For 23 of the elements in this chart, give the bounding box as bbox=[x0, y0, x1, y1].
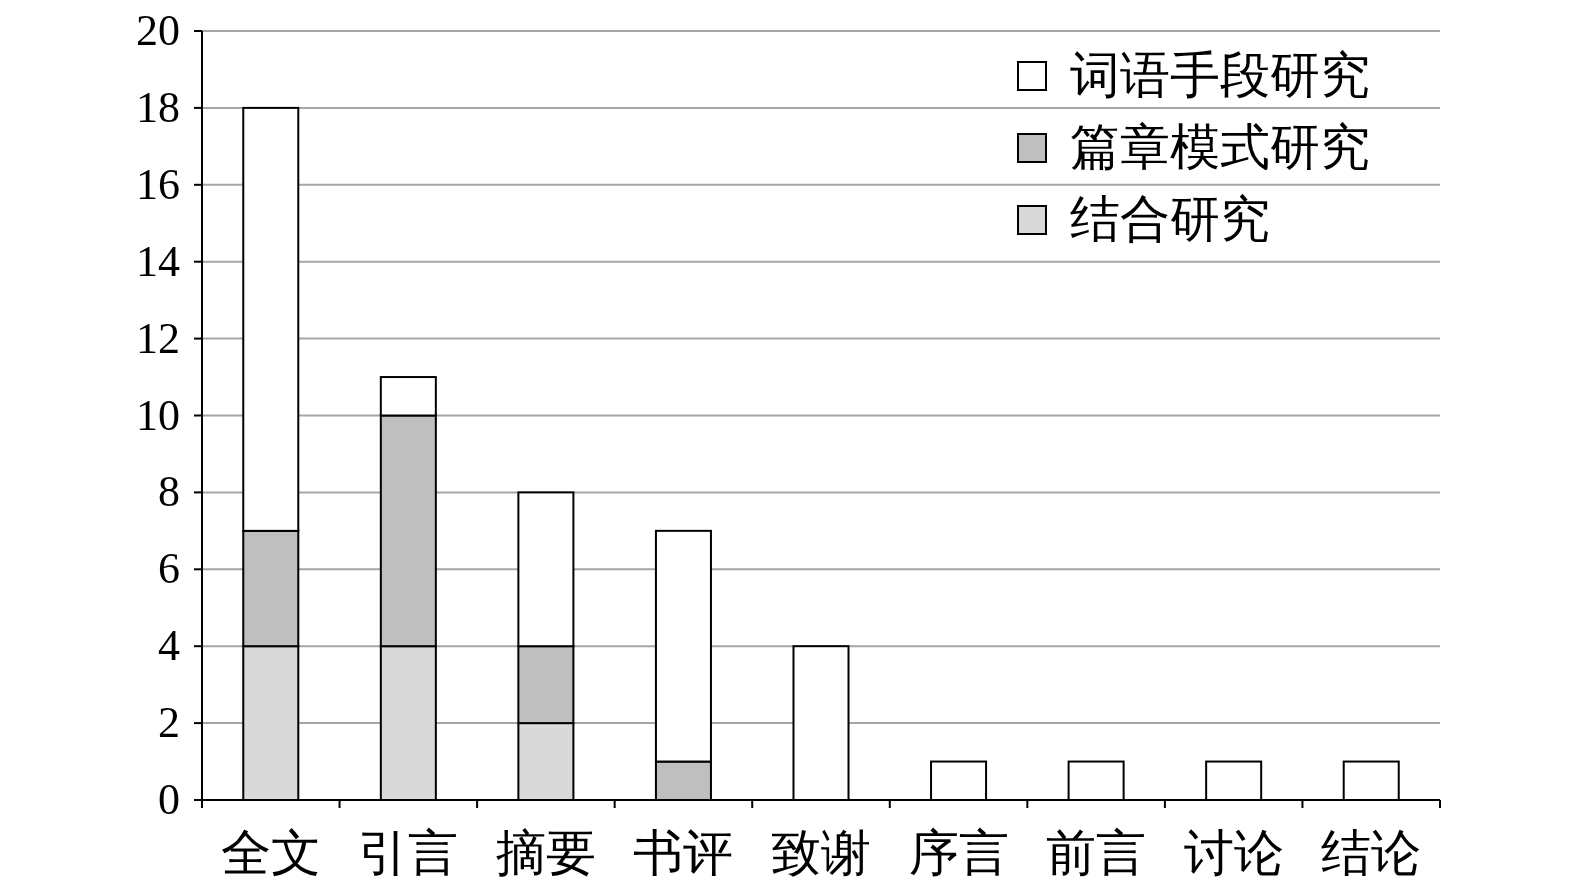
x-tick-label: 讨论 bbox=[1183, 825, 1284, 881]
x-tick-label: 书评 bbox=[633, 825, 734, 881]
y-tick-label: 8 bbox=[158, 467, 180, 517]
x-tick-label: 序言 bbox=[908, 825, 1009, 881]
y-tick-label: 6 bbox=[158, 544, 180, 594]
y-tick-label: 10 bbox=[136, 390, 180, 440]
legend-label: 篇章模式研究 bbox=[1070, 119, 1370, 175]
y-tick-label: 0 bbox=[158, 775, 180, 824]
y-tick-label: 14 bbox=[136, 236, 180, 286]
legend-label: 词语手段研究 bbox=[1070, 47, 1370, 103]
x-tick-label: 前言 bbox=[1046, 825, 1147, 881]
x-tick-label: 全文 bbox=[220, 825, 321, 881]
y-tick-label: 4 bbox=[158, 621, 180, 671]
x-tick-label: 摘要 bbox=[495, 825, 596, 881]
x-tick-label: 结论 bbox=[1321, 825, 1422, 881]
x-tick-label: 引言 bbox=[358, 825, 459, 881]
legend-label: 结合研究 bbox=[1070, 191, 1270, 247]
y-tick-label: 18 bbox=[136, 82, 180, 132]
y-tick-label: 16 bbox=[136, 159, 180, 209]
y-tick-label: 20 bbox=[136, 6, 180, 55]
x-tick-label: 致谢 bbox=[771, 825, 871, 881]
y-tick-label: 12 bbox=[136, 313, 180, 363]
y-tick-label: 2 bbox=[158, 698, 180, 748]
